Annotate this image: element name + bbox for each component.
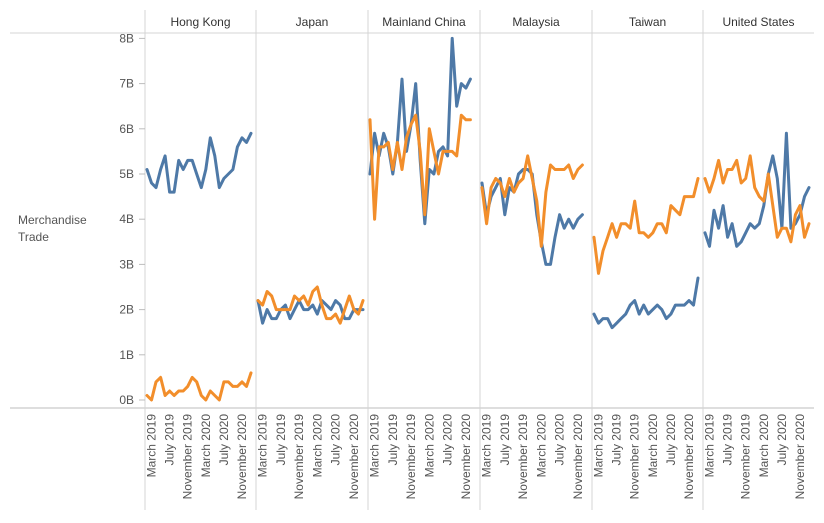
y-tick-label: 8B [119,31,134,45]
x-tick-label: November 2020 [571,414,585,500]
y-tick-label: 2B [119,303,134,317]
panel-header: Mainland China [382,15,466,29]
x-tick-label: March 2019 [368,414,382,478]
x-tick-label: November 2019 [628,414,642,500]
series-lines [145,36,811,402]
y-axis: Merchandise Trade 0B 1B 2B 3B 4B 5B 6B 7B 8B [18,31,145,407]
x-tick-label: November 2020 [347,414,361,500]
panel-headers: Hong Kong Japan Mainland China Malaysia Taiw… [170,15,794,29]
panel-header: Japan [296,15,329,29]
x-tick-label: March 2019 [592,414,606,478]
series-line-orange [703,154,811,244]
x-tick-label: November 2019 [739,414,753,500]
x-tick-label: March 2020 [757,414,771,478]
series-line-orange [592,177,700,275]
y-axis-label-line2: Trade [18,230,49,244]
x-tick-label: July 2020 [664,414,678,466]
series-line-orange [368,113,472,221]
x-tick-label: March 2019 [256,414,270,478]
y-axis-label: Merchandise [18,213,87,227]
series-line-orange [480,154,584,248]
series-line-blue [145,131,253,194]
series-line-orange [145,371,253,402]
panel-header: Taiwan [629,15,666,29]
y-tick-label: 6B [119,122,134,136]
x-tick-label: July 2020 [775,414,789,466]
x-tick-label: November 2020 [235,414,249,500]
x-tick-label: July 2019 [610,414,624,466]
x-tick-label: July 2019 [274,414,288,466]
x-tick-label: July 2020 [329,414,343,466]
x-tick-label: November 2019 [181,414,195,500]
x-tick-label: July 2019 [163,414,177,466]
x-tick-label: November 2020 [459,414,473,500]
y-tick-label: 4B [119,212,134,226]
series-line-blue [256,299,365,325]
chart-frame [10,10,814,510]
x-tick-label: March 2020 [646,414,660,478]
x-tick-label: March 2019 [703,414,717,478]
x-tick-label: March 2020 [199,414,213,478]
series-line-blue [703,131,811,248]
y-tick-label: 7B [119,77,134,91]
x-tick-label: March 2020 [422,414,436,478]
y-tick-label: 1B [119,348,134,362]
x-tick-label: July 2020 [553,414,567,466]
x-tick-label: November 2020 [682,414,696,500]
y-tick-label: 5B [119,167,134,181]
x-tick-label: July 2019 [498,414,512,466]
x-tick-label: March 2020 [534,414,548,478]
x-tick-label: November 2020 [793,414,807,500]
x-tick-label: March 2020 [310,414,324,478]
x-tick-label: November 2019 [292,414,306,500]
panel-header: United States [722,15,794,29]
panel-header: Malaysia [512,15,560,29]
x-tick-label: July 2020 [217,414,231,466]
series-line-blue [592,276,700,330]
x-tick-label: November 2019 [404,414,418,500]
y-tick-label: 3B [119,257,134,271]
x-tick-label: July 2019 [386,414,400,466]
x-tick-label: November 2019 [516,414,530,500]
x-tick-label: July 2019 [721,414,735,466]
x-tick-label: July 2020 [441,414,455,466]
y-tick-label: 0B [119,393,134,407]
series-line-blue [368,36,472,226]
series-line-orange [256,285,365,325]
x-tick-label: March 2019 [145,414,159,478]
x-tick-label: March 2019 [480,414,494,478]
x-axis: March 2019 July 2019 November 2019 March 20… [145,414,808,500]
panel-header: Hong Kong [170,15,230,29]
